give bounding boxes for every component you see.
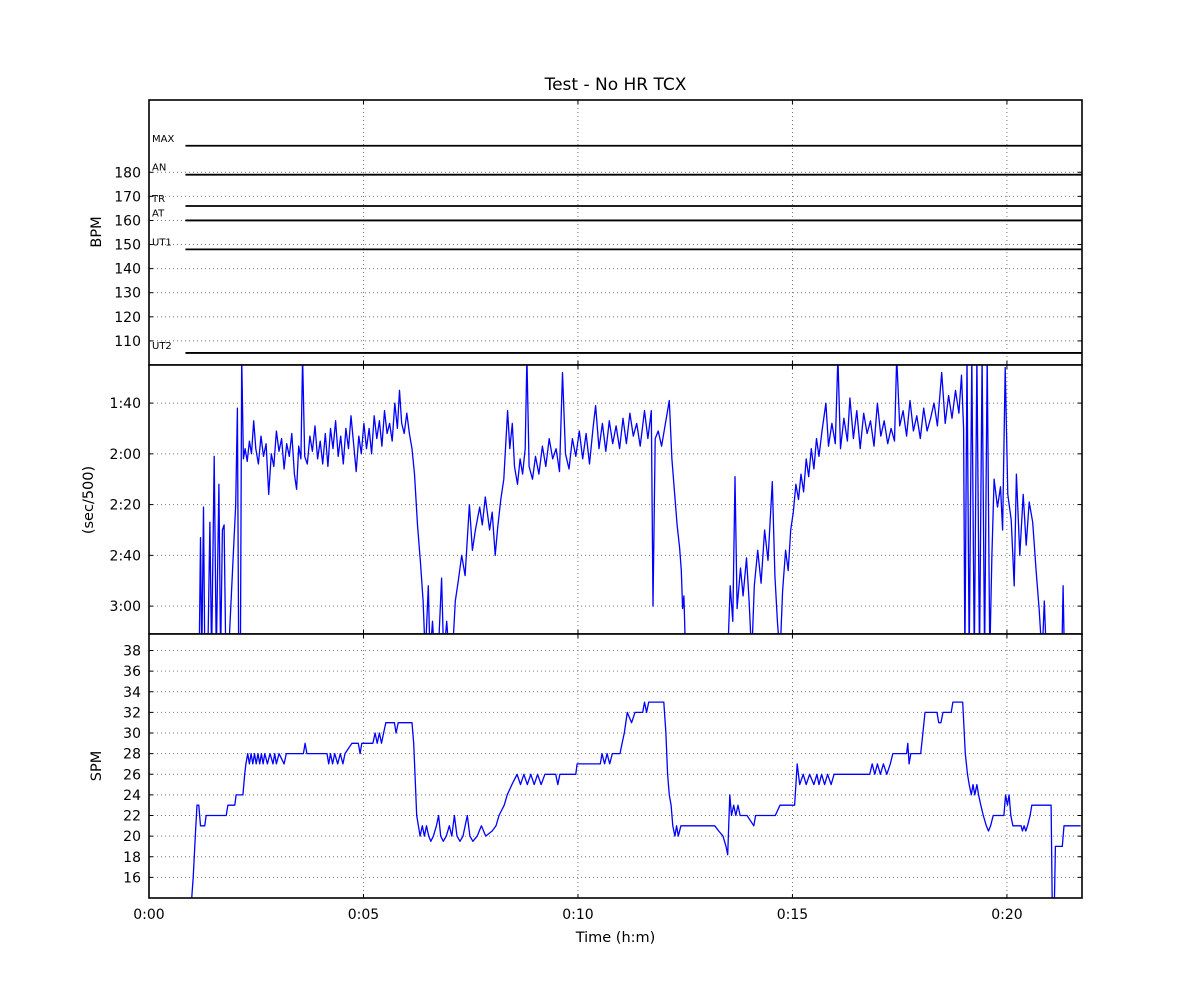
x-tick-label: 0:20 (991, 907, 1022, 923)
pace-panel-background (149, 365, 1082, 634)
hr-panel: 110 120 130 140 150 160 170 180 MAX AN TR AT UT1 UT2 (114, 99, 1083, 366)
spm-panel-border (148, 633, 1083, 899)
spm-panel-background (149, 634, 1082, 898)
x-tick-label: 0:15 (777, 907, 808, 923)
x-tick-label: 0:05 (348, 907, 379, 923)
chart-title: Test - No HR TCX (544, 75, 687, 95)
zone-label-an: AN (152, 163, 166, 174)
y-tick-label: 30 (123, 726, 141, 742)
zone-label-ut1: UT1 (152, 237, 172, 248)
y-tick-label: 2:20 (110, 498, 141, 514)
y-tick-label: 38 (123, 644, 141, 660)
x-tick-label: 0:10 (562, 907, 593, 923)
y-tick-label: 1:40 (110, 396, 141, 412)
pace-series-line (198, 365, 1065, 634)
x-tick-label: 0:00 (133, 907, 164, 923)
y-tick-label: 36 (123, 664, 141, 680)
zone-label-at: AT (152, 208, 165, 219)
y-tick-label: 26 (123, 767, 141, 783)
y-tick-label: 32 (123, 705, 141, 721)
y-tick-label: 34 (123, 685, 141, 701)
spm-series-line (191, 701, 1081, 898)
zone-label-ut2: UT2 (152, 341, 172, 352)
y-tick-label: 28 (123, 747, 141, 763)
x-axis-label: Time (h:m) (575, 930, 656, 946)
y-tick-label: 2:40 (110, 548, 141, 564)
y-tick-label: 160 (114, 213, 141, 229)
y-tick-label: 24 (123, 788, 141, 804)
y-tick-label: 140 (114, 262, 141, 278)
y-tick-label: 2:00 (110, 447, 141, 463)
zone-label-max: MAX (152, 134, 174, 145)
y-tick-label: 3:00 (110, 599, 141, 615)
y-tick-label: 20 (123, 829, 141, 845)
y-tick-label: 120 (114, 310, 141, 326)
y-tick-label: 16 (123, 870, 141, 886)
zone-label-tr: TR (151, 194, 165, 205)
spm-panel: 16 18 20 22 24 26 28 30 32 34 36 38 (123, 633, 1083, 899)
y-tick-label: 150 (114, 238, 141, 254)
y-tick-label: 22 (123, 809, 141, 825)
hr-panel-background (149, 100, 1082, 365)
y-tick-label: 170 (114, 189, 141, 205)
y-tick-label: 18 (123, 850, 141, 866)
y-tick-label: 130 (114, 286, 141, 302)
y-tick-label: 180 (114, 165, 141, 181)
pace-panel: 1:40 2:00 2:20 2:40 3:00 (110, 364, 1083, 635)
y-tick-label: 110 (114, 334, 141, 350)
